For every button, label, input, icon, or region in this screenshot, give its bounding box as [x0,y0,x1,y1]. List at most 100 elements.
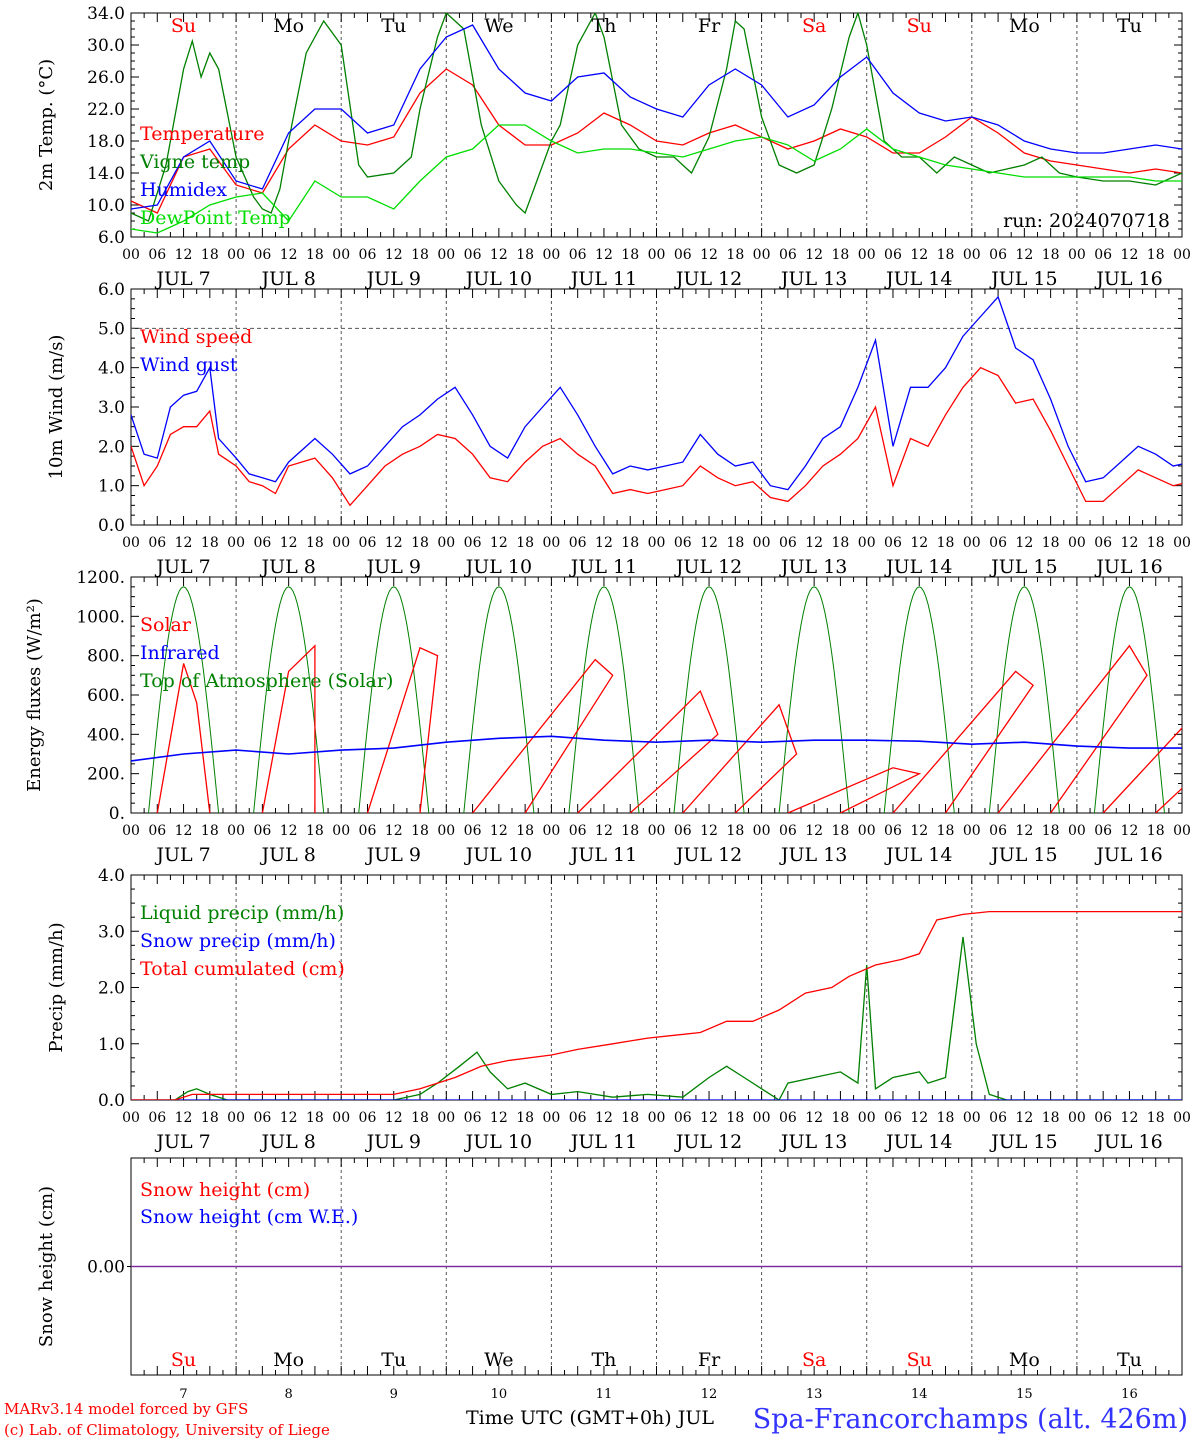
hour-label: 06 [779,823,797,839]
hour-label: 18 [832,823,850,839]
hour-label: 06 [253,535,271,551]
date-label: JUL 9 [365,1131,421,1153]
hour-label: 06 [1094,247,1112,263]
hour-label: 00 [542,1110,560,1126]
y-tick-label: 0.0 [98,516,125,536]
hour-label: 06 [1094,1110,1112,1126]
copyright-credit: (c) Lab. of Climatology, University of L… [4,1421,330,1439]
series-solar [156,663,211,813]
hour-label: 18 [306,1110,324,1126]
y-tick-label: 1000. [76,607,125,627]
hour-label: 12 [490,535,508,551]
date-label: JUL 10 [464,1131,532,1153]
hour-label: 12 [280,247,298,263]
hour-label: 06 [359,823,377,839]
weekday-label: Su [907,1349,932,1371]
y-axis-title: Energy fluxes (W/m²) [24,598,45,792]
hour-label: 18 [516,1110,534,1126]
hour-label: 18 [1147,1110,1165,1126]
date-label: JUL 8 [259,268,315,290]
day-number: 8 [285,1387,293,1402]
date-label: JUL 13 [779,1131,847,1153]
weekday-label: Su [171,15,196,37]
hour-label: 18 [937,1110,955,1126]
hour-label: 06 [148,823,166,839]
hour-label: 18 [411,1110,429,1126]
hour-label: 00 [227,1110,245,1126]
hour-label: 18 [201,1110,219,1126]
hour-label: 12 [910,247,928,263]
hour-label: 06 [464,1110,482,1126]
hour-label: 00 [542,535,560,551]
hour-label: 06 [884,535,902,551]
day-number: 13 [806,1387,823,1402]
y-tick-label: 2.0 [98,979,125,999]
date-label: JUL 16 [1094,844,1162,866]
hour-label: 18 [726,823,744,839]
hour-label: 12 [490,1110,508,1126]
legend-entry: Vigne temp [139,151,250,173]
hour-label: 18 [621,823,639,839]
y-tick-label: 3.0 [98,398,125,418]
date-label: JUL 7 [154,556,210,578]
legend-entry: Infrared [140,642,220,664]
weekday-label: Tu [381,15,406,37]
day-number: 9 [390,1387,398,1402]
series-solar [682,703,798,813]
hour-label: 00 [1173,1110,1191,1126]
hour-label: 18 [937,823,955,839]
hour-label: 12 [280,823,298,839]
hour-label: 12 [1121,247,1139,263]
series-infrared [131,735,1182,762]
hour-label: 18 [621,247,639,263]
date-label: JUL 15 [989,556,1057,578]
hour-label: 00 [542,247,560,263]
hour-label: 18 [201,535,219,551]
hour-label: 12 [1015,823,1033,839]
hour-label: 18 [516,247,534,263]
hour-label: 06 [674,823,692,839]
series-solar [787,767,922,813]
series-solar [261,644,316,813]
weekday-label: Mo [273,1349,304,1371]
legend-entry: Wind gust [140,354,238,376]
hour-label: 12 [805,535,823,551]
hour-label: 06 [569,823,587,839]
y-tick-label: 200. [87,765,125,785]
hour-label: 12 [490,823,508,839]
panel-1 [130,12,1183,238]
date-label: JUL 15 [989,1131,1057,1153]
y-axis-title: Snow height (cm) [36,1186,57,1347]
hour-label: 00 [858,1110,876,1126]
hour-label: 00 [858,823,876,839]
date-label: JUL 12 [674,1131,742,1153]
legend-entry: Snow height (cm W.E.) [140,1206,358,1228]
legend-entry: Liquid precip (mm/h) [140,902,344,924]
hour-label: 06 [674,535,692,551]
hour-label: 00 [753,1110,771,1126]
hour-label: 06 [884,1110,902,1126]
hour-label: 06 [569,1110,587,1126]
hour-label: 00 [332,535,350,551]
date-label: JUL 10 [464,844,532,866]
date-label: JUL 10 [464,556,532,578]
date-label: JUL 12 [674,556,742,578]
hour-label: 18 [832,247,850,263]
hour-label: 06 [253,247,271,263]
hour-label: 06 [464,247,482,263]
hour-label: 00 [1173,535,1191,551]
hour-label: 12 [385,535,403,551]
hour-label: 12 [595,1110,613,1126]
series-toa-solar [883,586,955,813]
date-label: JUL 12 [674,268,742,290]
date-label: JUL 9 [365,268,421,290]
series-toa-solar [253,586,325,813]
hour-label: 12 [490,247,508,263]
hour-label: 18 [1147,823,1165,839]
legend-entry: DewPoint Temp [140,207,291,229]
hour-label: 18 [1042,535,1060,551]
hour-label: 12 [805,247,823,263]
hour-label: 12 [805,823,823,839]
hour-label: 18 [621,535,639,551]
day-number: 15 [1016,1387,1033,1402]
